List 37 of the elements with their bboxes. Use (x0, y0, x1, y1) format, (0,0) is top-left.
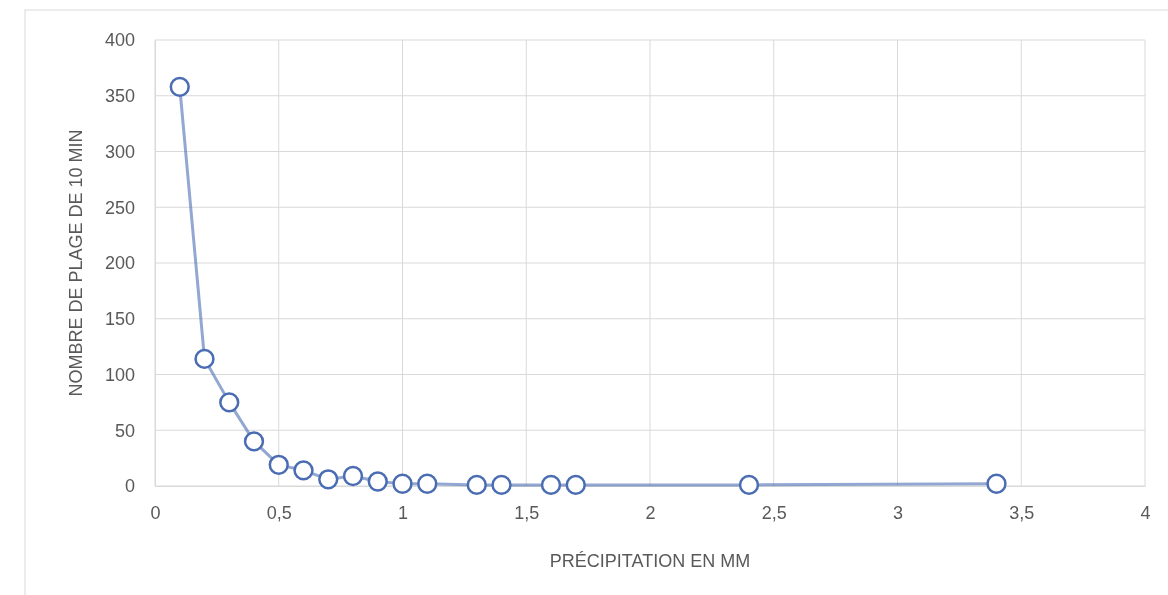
point (293, 460, 314, 481)
x-tick-label: 3 (892, 502, 904, 523)
point (194, 348, 215, 370)
y-tick-label: 350 (104, 86, 135, 107)
point (318, 469, 339, 490)
point (565, 474, 586, 496)
point (169, 76, 190, 97)
x-tick-label: 2,5 (761, 502, 787, 523)
point (392, 473, 413, 494)
point (491, 474, 512, 496)
point (268, 454, 289, 475)
x-tick-label: 3,5 (1009, 502, 1035, 523)
point (466, 474, 487, 496)
y-tick-label: 100 (104, 364, 135, 385)
x-tick-label: 0 (150, 502, 161, 523)
y-tick-label: 0 (124, 476, 135, 497)
y-tick-label: 150 (104, 309, 135, 330)
y-tick-label: 400 (104, 30, 135, 51)
y-axis-title: NOMBRE DE PLAGE DE 10 MIN (66, 129, 86, 397)
y-tick-label: 300 (104, 141, 135, 162)
y-tick-label: 200 (104, 253, 135, 274)
point (738, 474, 760, 496)
x-tick-label: 4 (1140, 502, 1151, 523)
point (342, 465, 364, 487)
point (219, 392, 240, 413)
y-tick-label: 250 (104, 197, 135, 218)
point (986, 473, 1007, 494)
x-tick-label: 1,5 (514, 502, 540, 523)
point (243, 431, 265, 452)
point (417, 473, 438, 494)
y-tick-label: 50 (114, 420, 135, 441)
point (540, 474, 562, 496)
x-tick-label: 1 (397, 502, 409, 523)
x-axis-title: PRÉCIPITATION EN MM (549, 551, 751, 571)
x-tick-label: 0,5 (266, 502, 292, 523)
x-tick-label: 2 (645, 502, 656, 523)
point (367, 471, 388, 492)
